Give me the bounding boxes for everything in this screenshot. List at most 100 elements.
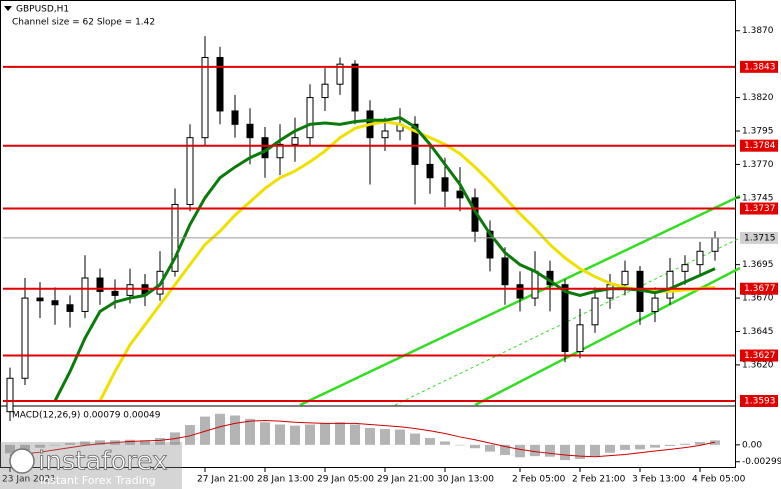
candle-body (126, 284, 134, 296)
macd-bar (635, 444, 645, 450)
x-tick-label: 4 Feb 05:00 (692, 475, 746, 485)
macd-bar (590, 444, 600, 457)
macd-bar (545, 444, 555, 457)
macd-bar (305, 424, 315, 445)
candle-body (411, 123, 419, 165)
macd-bar (245, 418, 255, 445)
candle-body (321, 83, 329, 99)
x-tick-label: 2 Feb 05:00 (512, 475, 566, 485)
y-tick-label: 1.3695 (742, 260, 774, 270)
y-tick-label: -0.00299 (742, 457, 781, 467)
macd-bar (560, 444, 570, 461)
menu-arrow (4, 6, 12, 11)
candle-body (621, 270, 629, 286)
macd-bar (695, 442, 705, 445)
macd-bar (290, 425, 300, 445)
candle-body (246, 123, 254, 139)
macd-bar (440, 441, 450, 445)
candle-body (231, 110, 239, 125)
macd-bar (35, 444, 45, 448)
macd-bar (335, 422, 345, 445)
macd-bar (365, 427, 375, 445)
candle-body (336, 63, 344, 85)
logo-icon (9, 448, 35, 474)
candle-body (441, 177, 449, 192)
candle-body (261, 137, 269, 159)
candle-body (201, 56, 209, 139)
macd-bar (395, 429, 405, 445)
x-tick-label: 28 Jan 13:00 (257, 475, 314, 485)
candle-body (576, 324, 584, 353)
chart-title: GBPUSD,H1 (16, 5, 69, 15)
candle-body (681, 264, 689, 272)
x-tick-label: 29 Jan 05:00 (317, 475, 374, 485)
macd-bar (665, 444, 675, 446)
candle-body (216, 56, 224, 112)
candle-body (306, 97, 314, 139)
macd-signal (9, 420, 716, 458)
macd-bar (95, 440, 105, 445)
level-tag (740, 349, 778, 362)
macd-bar (710, 440, 720, 445)
y-tick-label: 1.3745 (742, 193, 774, 203)
level-tag (740, 60, 778, 73)
level-label: 1.3593 (744, 396, 776, 406)
x-tick-label: 27 Jan 21:00 (197, 475, 254, 485)
y-tick-label: 0.00 (742, 440, 762, 450)
level-label: 1.3737 (744, 204, 776, 214)
plot-frame (0, 0, 736, 468)
candle-body (351, 63, 359, 112)
candle-body (426, 163, 434, 179)
macd-bar (5, 444, 15, 454)
candle-body (6, 377, 14, 413)
macd-bar (650, 444, 660, 448)
y-tick-label: 1.3870 (742, 26, 774, 36)
candle-body (381, 130, 389, 139)
macd-bar (185, 425, 195, 445)
candle-body (186, 137, 194, 206)
candle-body (606, 284, 614, 299)
y-tick-label: 1.3645 (742, 327, 774, 337)
macd-bar (140, 440, 150, 445)
macd-bar (500, 444, 510, 456)
macd-bar (215, 413, 225, 445)
macd-bar (350, 424, 360, 445)
candle-body (456, 190, 464, 199)
macd-bar (20, 444, 30, 451)
level-label: 1.3627 (744, 351, 776, 361)
y-tick-label: 1.3770 (742, 160, 774, 170)
macd-bar (410, 433, 420, 445)
channel-lower (474, 266, 741, 407)
candle-body (96, 277, 104, 292)
macd-bar (80, 441, 90, 445)
macd-bar (50, 444, 60, 446)
macd-bar (680, 443, 690, 445)
candle-body (696, 250, 704, 266)
x-tick-label: 29 Jan 21:00 (377, 475, 434, 485)
chart-subtitle: Channel size = 62 Slope = 1.42 (12, 18, 155, 28)
candle-body (561, 284, 569, 353)
candle-body (651, 297, 659, 312)
level-label: 1.3784 (744, 141, 776, 151)
logo: instaforex Instant Forex Trading (0, 442, 182, 489)
level-tag (740, 202, 778, 215)
candle-body (81, 277, 89, 312)
moving-average (98, 120, 716, 402)
candle-body (36, 297, 44, 302)
macd-title: MACD(12,26,9) 0.00079 0.00049 (12, 411, 161, 421)
candle-body (531, 270, 539, 299)
macd-bar (425, 438, 435, 445)
candle-body (501, 257, 509, 286)
x-tick-label: 23 Jan 2021 (2, 475, 56, 485)
macd-bar (200, 416, 210, 445)
level-label: 1.3677 (744, 284, 776, 294)
x-tick-label: 3 Feb 13:00 (632, 475, 686, 485)
macd-bar (485, 444, 495, 452)
macd-bar (125, 439, 135, 445)
y-tick-label: 1.3820 (742, 93, 774, 103)
candle-body (591, 297, 599, 326)
candle-body (711, 237, 719, 252)
logo-text: instaforex (38, 447, 167, 477)
macd-bar (260, 422, 270, 445)
